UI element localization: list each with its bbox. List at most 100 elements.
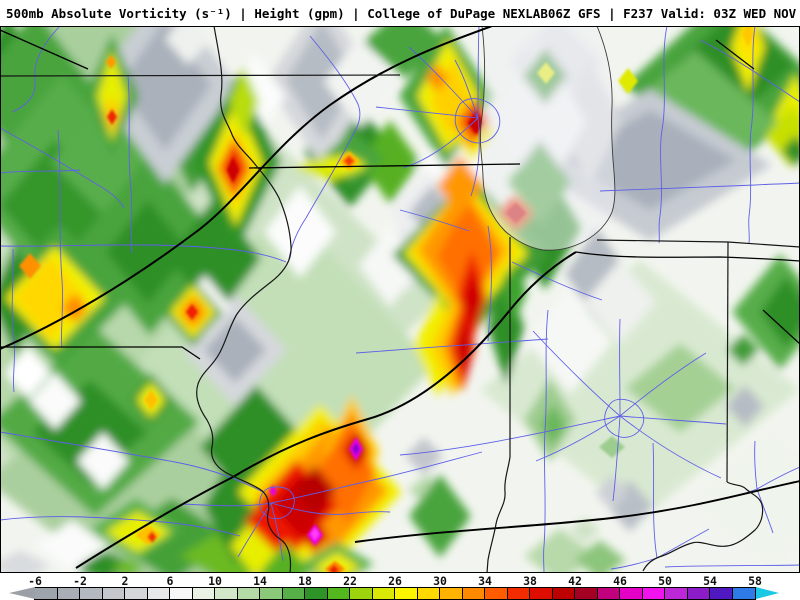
colorbar-legend: -6 -2 2 6 10 14 18 22 26 30 34 38 42 46 50 54 58: [0, 573, 800, 600]
field-blob: [409, 474, 471, 558]
road-line: [599, 182, 800, 192]
colorbar-segment: [641, 587, 666, 600]
field-blob: [106, 55, 116, 69]
road-line: [375, 106, 479, 119]
colorbar-segment: [709, 587, 734, 600]
field-blob: [264, 186, 336, 278]
colorbar-segment: [169, 587, 194, 600]
colorbar-segment: [349, 587, 374, 600]
product-title: 500mb Absolute Vorticity (s⁻¹) | Height …: [6, 5, 548, 21]
field-blob: [19, 253, 41, 279]
road-line: [355, 338, 549, 354]
road-lines: [0, 26, 800, 573]
colorbar-segment: [461, 587, 486, 600]
road-line: [477, 26, 480, 119]
state-border: [0, 74, 401, 77]
field-blob: [352, 442, 360, 456]
road-line: [754, 440, 758, 490]
road-line: [664, 564, 800, 568]
road-line: [756, 466, 800, 490]
field-blob: [584, 260, 656, 344]
field-blob: [570, 517, 600, 543]
colorbar-tick-label: 2: [121, 574, 129, 588]
field-blob: [311, 528, 319, 540]
colorbar-segment: [596, 587, 621, 600]
road-line: [270, 451, 483, 504]
field-blob: [501, 261, 527, 323]
colorbar-tick-label: 54: [703, 574, 717, 588]
colorbar-tick-label: 30: [433, 574, 447, 588]
colorbar-segment: [101, 587, 126, 600]
road-line: [0, 516, 241, 537]
road-line: [532, 330, 621, 417]
field-blob: [329, 565, 339, 573]
road-line: [0, 169, 81, 174]
field-blob: [405, 437, 443, 475]
state-border: [196, 26, 292, 573]
road-line: [0, 127, 125, 209]
road-line: [454, 59, 479, 119]
field-blob: [112, 558, 144, 573]
road-line: [399, 415, 621, 456]
highway-lines: [0, 26, 800, 569]
field-blob: [0, 550, 51, 573]
colorbar-segment: [371, 587, 396, 600]
field-blob: [147, 531, 157, 543]
field-blob: [727, 334, 759, 366]
highway-line: [0, 26, 493, 350]
highway-line: [575, 251, 800, 262]
field-blob: [286, 26, 358, 140]
field-blob: [294, 465, 336, 517]
colorbar-tick-label: 50: [658, 574, 672, 588]
colorbar-segment: [619, 587, 644, 600]
field-blob: [464, 270, 482, 332]
colorbar-tick-label: 14: [253, 574, 267, 588]
header-bar: 500mb Absolute Vorticity (s⁻¹) | Height …: [0, 0, 800, 26]
field-blob: [204, 317, 266, 383]
highway-line: [248, 163, 521, 169]
field-blob: [596, 474, 628, 512]
highway-line: [75, 251, 577, 569]
road-line: [511, 261, 603, 301]
colorbar-segment: [304, 587, 329, 600]
colorbar-tick-label: 18: [298, 574, 312, 588]
road-line: [270, 502, 284, 562]
field-blob: [227, 157, 239, 183]
road-line: [658, 26, 668, 244]
colorbar-tick-label: 6: [166, 574, 174, 588]
field-blob: [230, 515, 282, 573]
colorbar-segment: [236, 587, 261, 600]
colorbar-tick-label: 46: [613, 574, 627, 588]
colorbar-tick-label: -6: [28, 574, 42, 588]
colorbar-track: [0, 587, 800, 600]
colorbar-segment: [529, 587, 554, 600]
field-blob: [540, 404, 566, 446]
road-line: [11, 248, 16, 393]
field-blob: [426, 63, 448, 93]
colorbar-segment: [259, 587, 284, 600]
colorbar-segment: [281, 587, 306, 600]
colorbar-segment: [416, 587, 441, 600]
highway-line: [0, 346, 201, 360]
state-border: [642, 481, 764, 572]
field-blob: [229, 66, 259, 138]
field-blob: [742, 26, 754, 47]
field-blob: [106, 200, 190, 304]
field-blob: [437, 200, 499, 312]
road-line: [619, 415, 727, 425]
colorbar-tick-label: 26: [388, 574, 402, 588]
road-line: [487, 225, 492, 342]
colorbar-tick-label: 42: [568, 574, 582, 588]
field-blob: [574, 540, 626, 573]
road-line: [399, 209, 470, 232]
field-blob: [77, 432, 129, 490]
field-blob: [186, 304, 198, 320]
colorbar-segment: [34, 587, 59, 600]
road-line: [535, 415, 621, 462]
road-line: [619, 352, 707, 417]
map-area: [0, 26, 800, 573]
state-border: [486, 237, 511, 573]
lake-michigan-outline: [480, 26, 616, 251]
road-line: [408, 46, 479, 119]
road-line: [619, 415, 722, 479]
